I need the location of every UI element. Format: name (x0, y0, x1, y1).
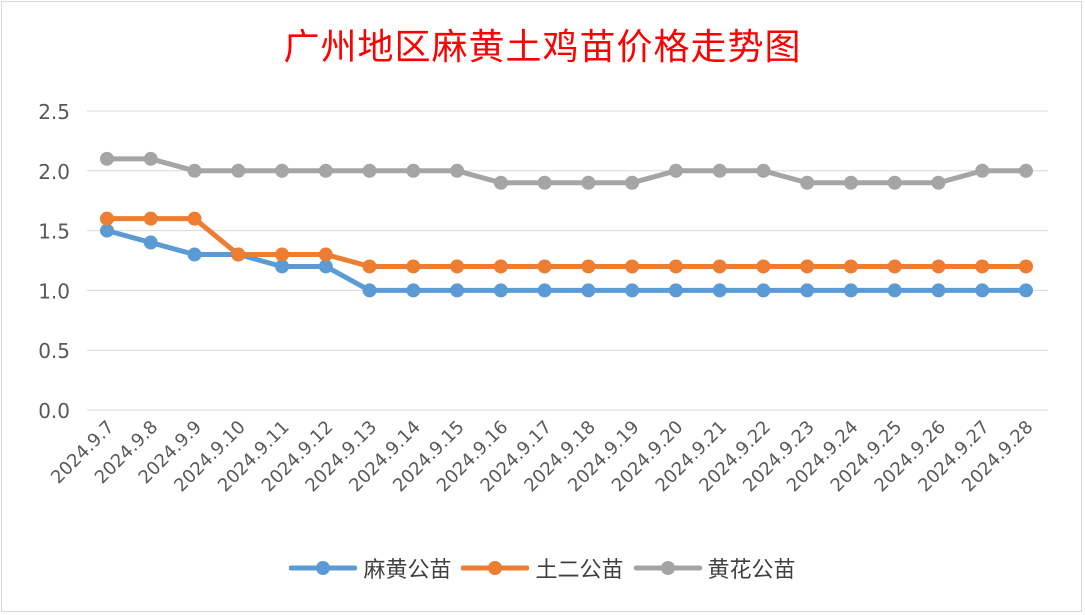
data-point (800, 283, 815, 298)
data-point (187, 163, 202, 178)
data-point (1019, 283, 1033, 298)
data-point (100, 223, 114, 238)
series-2 (100, 151, 1033, 190)
data-point (450, 259, 465, 274)
series-1 (100, 211, 1033, 274)
data-point (231, 163, 246, 178)
data-point (668, 163, 683, 178)
data-point (931, 259, 946, 274)
data-point (406, 259, 421, 274)
data-point (668, 283, 683, 298)
legend-item-0: 麻黄公苗 (289, 552, 451, 584)
data-point (931, 283, 946, 298)
x-axis-ticks: 2024.9.72024.9.82024.9.92024.9.102024.9.… (47, 417, 1038, 497)
data-point (756, 259, 771, 274)
data-point (887, 283, 902, 298)
data-point (712, 283, 727, 298)
legend-item-1: 土二公苗 (461, 552, 624, 584)
data-point (931, 175, 946, 190)
data-point (1019, 259, 1033, 274)
gridlines (87, 110, 1048, 411)
data-point (1019, 163, 1033, 178)
data-point (275, 163, 290, 178)
y-tick-label: 2.0 (38, 160, 70, 184)
data-point (712, 259, 727, 274)
data-point (275, 259, 290, 274)
chart-title: 广州地区麻黄土鸡苗价格走势图 (283, 27, 802, 68)
data-point (581, 175, 596, 190)
data-point (493, 175, 508, 190)
data-point (187, 247, 202, 262)
data-point (581, 283, 596, 298)
series-0 (100, 223, 1033, 298)
data-point (450, 163, 465, 178)
data-point (581, 259, 596, 274)
data-point (406, 283, 421, 298)
series-layer (100, 151, 1033, 298)
data-point (100, 151, 114, 166)
data-point (668, 259, 683, 274)
data-point (800, 175, 815, 190)
y-tick-label: 1.5 (38, 220, 70, 244)
legend: 麻黄公苗 土二公苗 黄花公苗 (0, 552, 1085, 584)
data-point (450, 283, 465, 298)
data-point (318, 259, 333, 274)
data-point (712, 163, 727, 178)
data-point (318, 163, 333, 178)
data-point (318, 247, 333, 262)
legend-label: 麻黄公苗 (363, 558, 452, 583)
data-point (275, 247, 290, 262)
data-point (143, 235, 158, 250)
series-line (104, 156, 1029, 186)
data-point (493, 283, 508, 298)
data-point (537, 283, 552, 298)
data-point (493, 259, 508, 274)
y-tick-label: 1.0 (38, 279, 70, 303)
data-point (756, 163, 771, 178)
data-point (887, 259, 902, 274)
y-tick-label: 0.0 (38, 399, 70, 423)
data-point (625, 259, 640, 274)
data-point (100, 211, 114, 226)
data-point (187, 211, 202, 226)
legend-marker (633, 561, 702, 575)
series-line (104, 216, 1029, 269)
data-point (406, 163, 421, 178)
data-point (975, 259, 990, 274)
data-point (843, 259, 858, 274)
data-point (362, 163, 377, 178)
legend-label: 土二公苗 (535, 558, 624, 583)
data-point (756, 283, 771, 298)
data-point (143, 151, 158, 166)
data-point (625, 175, 640, 190)
data-point (843, 175, 858, 190)
data-point (975, 283, 990, 298)
y-axis-ticks: 0.0 0.5 1.0 1.5 2.0 2.5 (38, 100, 70, 423)
data-point (800, 259, 815, 274)
legend-item-2: 黄花公苗 (633, 552, 796, 584)
data-point (231, 247, 246, 262)
data-point (975, 163, 990, 178)
data-point (887, 175, 902, 190)
data-point (537, 259, 552, 274)
y-tick-label: 2.5 (38, 100, 70, 124)
legend-marker (289, 561, 358, 575)
data-point (537, 175, 552, 190)
data-point (843, 283, 858, 298)
data-point (143, 211, 158, 226)
legend-marker (461, 561, 530, 575)
series-line (104, 228, 1029, 293)
data-point (625, 283, 640, 298)
data-point (362, 259, 377, 274)
data-point (362, 283, 377, 298)
legend-label: 黄花公苗 (707, 558, 796, 583)
y-tick-label: 0.5 (38, 339, 70, 363)
